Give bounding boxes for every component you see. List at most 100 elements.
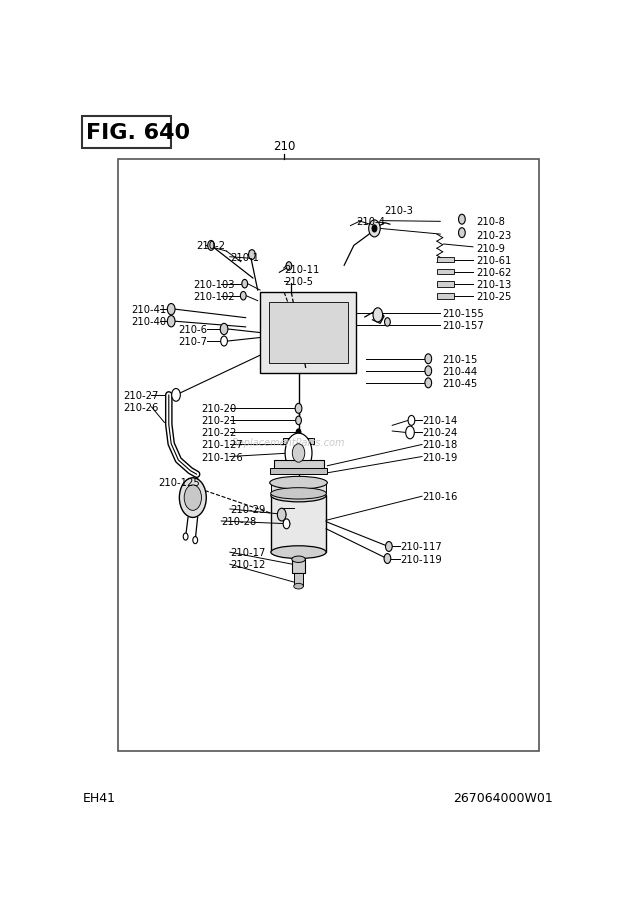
Circle shape — [167, 304, 175, 315]
Circle shape — [295, 404, 302, 414]
Text: 210-25: 210-25 — [476, 291, 512, 301]
Circle shape — [384, 318, 391, 327]
Text: 210-12: 210-12 — [230, 560, 266, 570]
Text: 210-28: 210-28 — [222, 516, 257, 527]
Circle shape — [167, 316, 175, 327]
Circle shape — [425, 379, 432, 389]
Text: 210-8: 210-8 — [476, 217, 505, 227]
Text: 210-20: 210-20 — [202, 404, 237, 414]
Text: 210-27: 210-27 — [123, 391, 159, 401]
Bar — [268, 303, 348, 363]
Circle shape — [369, 221, 380, 238]
Ellipse shape — [271, 546, 326, 559]
Circle shape — [184, 533, 188, 540]
Circle shape — [220, 324, 228, 335]
Text: 210-17: 210-17 — [230, 548, 266, 558]
Text: 210-18: 210-18 — [422, 440, 458, 450]
Text: 210-22: 210-22 — [202, 428, 237, 438]
Text: 210-21: 210-21 — [202, 416, 237, 425]
Bar — [294, 573, 303, 586]
Ellipse shape — [270, 477, 327, 490]
Text: 210-4: 210-4 — [356, 216, 385, 226]
Bar — [273, 460, 324, 470]
Circle shape — [296, 416, 301, 425]
Circle shape — [277, 509, 286, 521]
Text: 267064000W01: 267064000W01 — [453, 791, 553, 805]
Circle shape — [241, 292, 246, 301]
Circle shape — [221, 336, 228, 346]
Bar — [283, 438, 314, 445]
Text: 210-125: 210-125 — [158, 478, 200, 487]
Text: 210-44: 210-44 — [443, 367, 478, 377]
Text: 210-127: 210-127 — [202, 440, 243, 450]
Ellipse shape — [294, 584, 303, 589]
Bar — [118, 160, 539, 751]
Circle shape — [384, 554, 391, 564]
Circle shape — [459, 215, 465, 225]
Circle shape — [184, 485, 202, 511]
Text: 210-45: 210-45 — [443, 379, 478, 389]
Text: 210-103: 210-103 — [193, 279, 234, 289]
Text: ReplacementParts.com: ReplacementParts.com — [232, 437, 346, 448]
Text: 210-41: 210-41 — [131, 305, 167, 315]
Text: 210-23: 210-23 — [476, 231, 512, 241]
Circle shape — [283, 519, 290, 529]
Circle shape — [425, 367, 432, 377]
Bar — [271, 496, 326, 552]
Circle shape — [285, 434, 312, 473]
Text: 210-9: 210-9 — [476, 244, 505, 254]
Text: 210-29: 210-29 — [230, 505, 266, 515]
Bar — [260, 292, 356, 374]
Circle shape — [459, 229, 465, 238]
Circle shape — [193, 537, 198, 544]
Ellipse shape — [271, 490, 326, 503]
Circle shape — [296, 429, 301, 437]
Text: EH41: EH41 — [82, 791, 115, 805]
Text: 210-7: 210-7 — [179, 336, 208, 346]
Circle shape — [386, 542, 392, 551]
Circle shape — [179, 478, 206, 518]
Text: 210-5: 210-5 — [284, 277, 313, 287]
Text: FIG. 640: FIG. 640 — [86, 123, 190, 143]
Bar — [292, 560, 305, 573]
Text: 210-26: 210-26 — [123, 403, 159, 413]
Bar — [437, 269, 454, 275]
Text: 210-13: 210-13 — [476, 279, 512, 289]
Bar — [437, 257, 454, 263]
Bar — [437, 281, 454, 287]
Circle shape — [242, 280, 247, 289]
Text: 210-62: 210-62 — [476, 267, 512, 278]
Circle shape — [172, 389, 180, 402]
Circle shape — [425, 355, 432, 364]
Circle shape — [249, 250, 255, 260]
Text: 210-15: 210-15 — [443, 355, 478, 364]
Text: 210-61: 210-61 — [476, 255, 512, 266]
Text: 210-14: 210-14 — [422, 416, 458, 425]
Text: 210-155: 210-155 — [443, 309, 484, 318]
Bar — [270, 469, 327, 474]
Bar — [271, 483, 326, 494]
Text: 210-157: 210-157 — [443, 321, 484, 331]
Circle shape — [208, 241, 215, 251]
Text: 210-102: 210-102 — [193, 291, 234, 301]
Circle shape — [373, 309, 383, 323]
Circle shape — [408, 416, 415, 425]
Text: 210-126: 210-126 — [202, 452, 243, 462]
FancyBboxPatch shape — [82, 117, 171, 149]
Bar — [437, 293, 454, 300]
Ellipse shape — [292, 556, 305, 562]
Ellipse shape — [271, 488, 326, 499]
Circle shape — [372, 226, 377, 233]
Text: 210-24: 210-24 — [422, 428, 458, 438]
Text: 210-11: 210-11 — [284, 265, 319, 275]
Text: 210-19: 210-19 — [422, 452, 458, 462]
Text: 210-40: 210-40 — [131, 317, 166, 327]
Text: 210-119: 210-119 — [401, 554, 442, 564]
Text: 210: 210 — [273, 140, 295, 153]
Circle shape — [292, 444, 305, 462]
Circle shape — [286, 263, 292, 271]
Text: 210-117: 210-117 — [401, 542, 442, 552]
Text: 210-2: 210-2 — [197, 241, 226, 251]
Text: 210-6: 210-6 — [179, 324, 208, 335]
Circle shape — [405, 426, 414, 439]
